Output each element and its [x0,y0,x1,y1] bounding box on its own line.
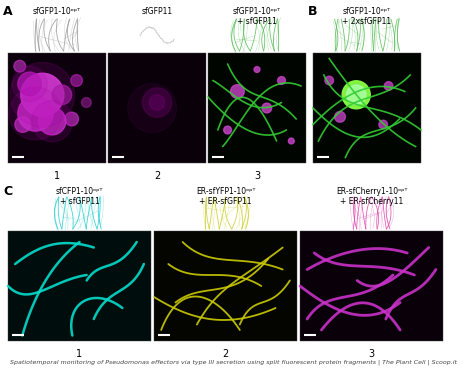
Circle shape [277,76,285,85]
Text: sfGFP1-10ᵒᵖᵀ: sfGFP1-10ᵒᵖᵀ [33,7,81,16]
Bar [108,53,206,163]
Text: 2: 2 [222,349,229,359]
Bar [300,231,443,341]
Circle shape [65,112,78,126]
Text: ER-sfCherry1-10ᵒᵖᵀ
+ ER-sfCherry11: ER-sfCherry1-10ᵒᵖᵀ + ER-sfCherry11 [336,187,407,206]
Text: sfGFP1-10ᵒᵖᵀ
+ 2xsfGFP11: sfGFP1-10ᵒᵖᵀ + 2xsfGFP11 [342,7,391,26]
Circle shape [342,81,370,109]
Circle shape [38,108,66,135]
Circle shape [52,85,72,105]
Bar [8,231,151,341]
Text: 3: 3 [368,349,375,359]
Circle shape [127,83,177,132]
Text: 1: 1 [77,349,83,359]
Circle shape [71,75,83,86]
Circle shape [347,85,366,105]
Circle shape [149,95,165,110]
Text: sfGFP11: sfGFP11 [142,7,173,16]
Bar [313,53,421,163]
Circle shape [21,73,64,116]
Text: ER-sfYFP1-10ᵒᵖᵀ
+ ER-sfGFP11: ER-sfYFP1-10ᵒᵖᵀ + ER-sfGFP11 [196,187,255,206]
Circle shape [254,66,260,72]
Text: B: B [308,5,318,18]
Text: sfCFP1-10ᵒᵖᵀ
+ sfGFP11: sfCFP1-10ᵒᵖᵀ + sfGFP11 [56,187,103,206]
Circle shape [224,126,232,134]
Circle shape [12,66,47,101]
Bar [8,53,106,163]
Circle shape [18,72,41,96]
Circle shape [82,98,92,107]
Text: 3: 3 [254,171,260,181]
Bar [154,231,297,341]
Text: 2: 2 [154,171,160,181]
Circle shape [31,101,73,142]
Circle shape [379,120,388,129]
Text: 1: 1 [54,171,60,181]
Circle shape [334,111,346,122]
Circle shape [288,138,294,144]
Text: A: A [3,5,13,18]
Circle shape [231,85,244,98]
Circle shape [14,60,26,72]
Circle shape [10,62,75,127]
Circle shape [325,76,333,85]
Circle shape [15,116,30,132]
Text: C: C [3,185,12,198]
Bar [208,53,306,163]
Text: Spatiotemporal monitoring of Pseudomonas effectors via type III secretion using : Spatiotemporal monitoring of Pseudomonas… [10,359,457,365]
Circle shape [142,88,172,117]
Text: sfGFP1-10ᵒᵖᵀ
+ sfGFP11: sfGFP1-10ᵒᵖᵀ + sfGFP11 [233,7,281,26]
Circle shape [384,82,393,90]
Circle shape [262,103,272,113]
Circle shape [9,87,62,140]
Circle shape [18,96,53,131]
